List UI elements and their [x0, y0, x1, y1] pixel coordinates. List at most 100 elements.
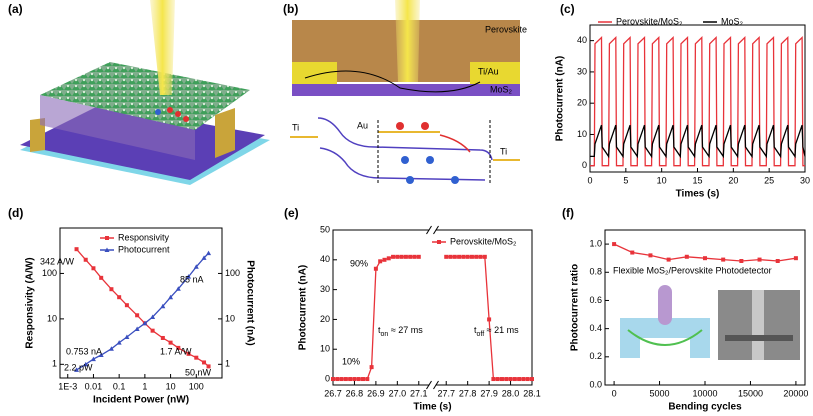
x-tick-label: 0.1: [113, 381, 126, 391]
point: [160, 303, 166, 309]
x-tick-label: 15000: [738, 388, 763, 398]
point: [612, 242, 617, 247]
point: [408, 254, 413, 259]
x-axis-label: Incident Power (nW): [93, 395, 189, 406]
x-tick-label: 0: [612, 388, 617, 398]
plot-frame: [589, 24, 806, 173]
point: [331, 377, 335, 382]
x-tick-label: 27.8: [459, 388, 477, 398]
annotation-part: t: [474, 325, 477, 335]
x-tick-label: 20: [728, 175, 738, 185]
point: [369, 365, 374, 370]
x-tick-label: 26.8: [346, 388, 364, 398]
point: [444, 254, 449, 259]
point: [395, 254, 400, 259]
annotation-part: on: [381, 331, 389, 338]
point: [186, 274, 192, 279]
x-tick-label: 100: [189, 381, 204, 391]
y-axis-label: Photocurrent ratio: [570, 264, 581, 351]
point: [343, 377, 348, 382]
y-axis-label: Photocurrent (nA): [298, 265, 309, 351]
legend-label: MoS₂: [721, 16, 744, 26]
x-tick-label: 26.7: [324, 388, 342, 398]
point: [117, 295, 122, 300]
point: [201, 255, 207, 260]
axis-break-mark: [426, 225, 432, 235]
point: [648, 253, 653, 258]
x-tick-label: 10: [657, 175, 667, 185]
y-tick-label: 10: [47, 313, 57, 323]
x-tick-label: 30: [800, 175, 810, 185]
annotation: ton ≈ 27 ms: [378, 325, 423, 337]
schematic-label: MoS₂: [490, 84, 513, 94]
annotation: 0.753 nA: [66, 346, 102, 356]
point: [474, 254, 479, 259]
x-tick-label: 28.1: [523, 388, 541, 398]
y2-tick-label: 1: [225, 359, 230, 369]
point: [134, 326, 140, 331]
point: [74, 367, 80, 372]
point: [521, 377, 526, 382]
point: [684, 254, 689, 259]
point: [142, 320, 148, 326]
point: [739, 259, 744, 263]
point: [105, 236, 109, 240]
point: [99, 275, 104, 280]
y-tick-label: 0.4: [589, 323, 602, 333]
x-tick-label: 25: [764, 175, 774, 185]
point: [517, 377, 522, 382]
x-tick-label: 0.01: [85, 381, 103, 391]
annotation: 10%: [342, 356, 360, 366]
annotation: toff ≈ 21 ms: [474, 325, 519, 337]
x-tick-label: 26.9: [367, 388, 385, 398]
y-tick-label: 30: [320, 284, 330, 294]
y-tick-label: 0: [582, 160, 587, 170]
point: [757, 257, 762, 262]
point: [124, 334, 130, 339]
point: [356, 377, 361, 382]
point: [457, 254, 462, 259]
point: [109, 287, 114, 292]
x-tick-label: 1E-3: [58, 381, 77, 391]
point: [461, 254, 466, 259]
annotation: 90%: [350, 258, 368, 268]
point: [83, 361, 89, 367]
point: [108, 346, 114, 351]
point: [373, 266, 378, 271]
axis-break-mark: [433, 380, 439, 390]
y2-tick-label: 100: [225, 268, 240, 278]
y-tick-label: 1.0: [589, 238, 602, 248]
point: [186, 351, 191, 356]
x-tick-label: 10000: [692, 388, 717, 398]
point: [193, 264, 199, 269]
annotation-part: off: [477, 331, 485, 338]
x-tick-label: 10: [166, 381, 176, 391]
x-tick-label: 27.9: [480, 388, 498, 398]
annotation-part: ≈ 21 ms: [484, 325, 519, 335]
y-axis-label: Photocurrent (nA): [555, 56, 566, 142]
point: [703, 256, 707, 261]
y-tick-label: 20: [577, 98, 587, 108]
point: [437, 240, 441, 244]
y2-tick-label: 10: [225, 313, 235, 323]
annotation: 1.7 A/W: [160, 346, 192, 356]
point: [416, 254, 421, 259]
x-tick-label: 28.0: [502, 388, 520, 398]
annotation: 85 nA: [180, 274, 204, 284]
point: [202, 360, 207, 365]
legend-label: Responsivity: [118, 232, 170, 242]
point: [403, 254, 408, 259]
bending-insets: [620, 285, 800, 360]
point: [348, 377, 353, 382]
y-tick-label: 0.0: [589, 379, 602, 389]
point: [361, 377, 366, 382]
point: [175, 286, 181, 291]
point: [630, 250, 635, 255]
point: [104, 247, 110, 252]
x-tick-label: 5000: [650, 388, 670, 398]
y-tick-label: 40: [577, 35, 587, 45]
point: [98, 352, 104, 358]
point: [176, 345, 181, 350]
y-tick-label: 10: [320, 344, 330, 354]
